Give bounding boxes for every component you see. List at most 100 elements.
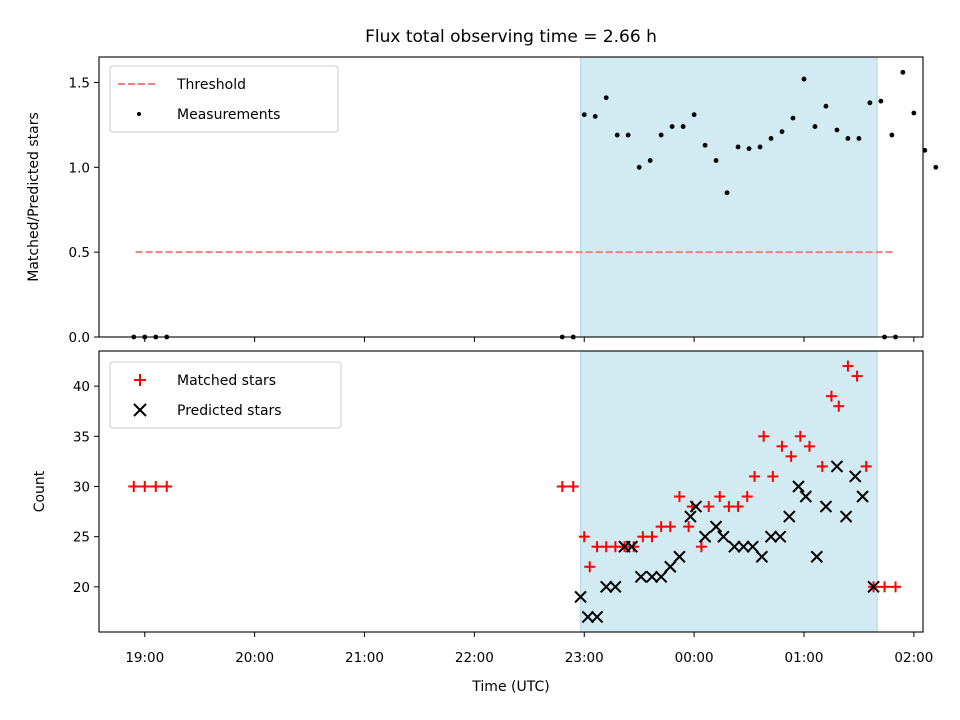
- measurement-point: [900, 69, 906, 75]
- matched-star-point: [842, 360, 854, 372]
- predicted-star-point: [654, 570, 668, 584]
- measurement-point: [867, 100, 873, 106]
- measurement-point: [702, 142, 708, 148]
- predicted-star-point: [856, 490, 869, 503]
- matched-star-point: [816, 460, 828, 472]
- predicted-star-point: [590, 610, 604, 624]
- matched-star-point: [556, 480, 568, 492]
- predicted-star-point: [867, 580, 880, 594]
- chart-title: Flux total observing time = 2.66 h: [365, 27, 657, 47]
- matched-star-point: [683, 521, 695, 533]
- matched-star-point: [732, 501, 744, 513]
- measurement-point: [614, 132, 620, 138]
- matched-star-point: [833, 400, 845, 412]
- matched-star-point: [714, 491, 726, 503]
- y-tick-label: 1.0: [69, 160, 90, 176]
- x-tick-label: 23:00: [565, 650, 604, 666]
- predicted-star-point: [609, 580, 622, 594]
- measurement-point: [856, 136, 862, 141]
- predicted-star-point: [600, 580, 613, 594]
- matched-star-point: [703, 501, 715, 513]
- predicted-star-point: [684, 510, 697, 523]
- matched-star-point: [851, 370, 863, 382]
- ratio-legend: Threshold Measurements: [109, 65, 339, 133]
- predicted-star-point: [664, 560, 677, 573]
- matched-star-point: [695, 541, 707, 553]
- predicted-star-point: [773, 530, 787, 543]
- predicted-star-point: [698, 530, 712, 543]
- measurement-point: [768, 136, 774, 141]
- matched-star-point: [646, 531, 658, 543]
- matched-star-point: [628, 541, 640, 553]
- predicted-star-point: [830, 460, 844, 473]
- measurement-point: [691, 112, 697, 118]
- measurement-point: [713, 158, 719, 163]
- matched-star-point: [673, 491, 685, 503]
- predicted-star-point: [634, 570, 648, 584]
- ratio-panel: 0.0 0.5 1.0 1.5 Matched/Predicted stars Thr…: [26, 56, 939, 346]
- y-tick-label: 30: [73, 479, 90, 495]
- predicted-star-point: [792, 480, 805, 493]
- matched-star-point: [776, 440, 788, 452]
- predicted-star-point: [849, 470, 862, 483]
- matched-star-point: [767, 470, 779, 482]
- measurement-point: [933, 164, 939, 170]
- measurement-point: [658, 132, 664, 138]
- y-tick-label: 0.0: [69, 330, 90, 346]
- measurement-point: [647, 158, 653, 163]
- matched-star-point: [785, 450, 797, 462]
- predicted-star-point: [839, 510, 853, 523]
- measurement-point: [790, 115, 796, 121]
- matched-stars-points: [128, 360, 902, 593]
- count-y-ticks: 20 25 30 35 40: [73, 379, 99, 596]
- count-legend-box: [109, 361, 342, 429]
- observing-window-shade: [580, 56, 878, 338]
- predicted-star-point: [799, 490, 813, 503]
- legend-matched-swatch: [134, 374, 146, 386]
- measurement-point: [779, 129, 785, 135]
- x-tick-label: 01:00: [785, 650, 824, 666]
- ratio-x-ticks: [144, 337, 915, 342]
- x-tick-label: 21:00: [345, 650, 384, 666]
- predicted-star-point: [819, 500, 833, 513]
- measurement-point: [845, 136, 851, 141]
- predicted-star-point: [764, 530, 778, 543]
- predicted-star-point: [709, 520, 723, 533]
- y-tick-label: 25: [73, 530, 90, 546]
- ratio-panel-frame: [98, 56, 924, 338]
- measurement-point: [889, 132, 895, 138]
- matched-star-point: [860, 460, 872, 472]
- predicted-star-point: [810, 550, 824, 563]
- matched-star-point: [139, 480, 151, 492]
- matched-star-point: [794, 430, 806, 442]
- predicted-stars-points: [574, 460, 880, 624]
- legend-threshold-label: Threshold: [176, 77, 246, 93]
- predicted-star-point: [673, 550, 686, 563]
- y-tick-label: 1.5: [69, 75, 90, 91]
- measurement-point: [801, 76, 807, 82]
- predicted-star-point: [625, 540, 639, 553]
- measurement-point: [834, 127, 840, 133]
- matched-star-point: [664, 521, 676, 533]
- observing-window-shade: [580, 350, 878, 633]
- matched-star-point: [879, 581, 891, 593]
- measurement-point: [581, 112, 587, 118]
- y-tick-label: 0.5: [69, 245, 90, 261]
- x-axis-label: Time (UTC): [471, 679, 549, 695]
- matched-star-point: [749, 470, 761, 482]
- x-tick-label: 19:00: [125, 650, 164, 666]
- measurement-point: [911, 110, 917, 116]
- measurement-point: [735, 144, 741, 150]
- x-tick-label: 20:00: [235, 650, 274, 666]
- measurement-point: [878, 98, 884, 104]
- matched-star-point: [758, 430, 770, 442]
- matched-star-point: [567, 480, 579, 492]
- predicted-star-point: [783, 510, 796, 523]
- measurement-point: [746, 146, 752, 152]
- legend-predicted-swatch: [133, 403, 147, 417]
- predicted-star-point: [689, 500, 703, 513]
- predicted-star-point: [717, 530, 730, 543]
- measurement-point: [757, 144, 763, 150]
- measurement-point: [625, 132, 631, 138]
